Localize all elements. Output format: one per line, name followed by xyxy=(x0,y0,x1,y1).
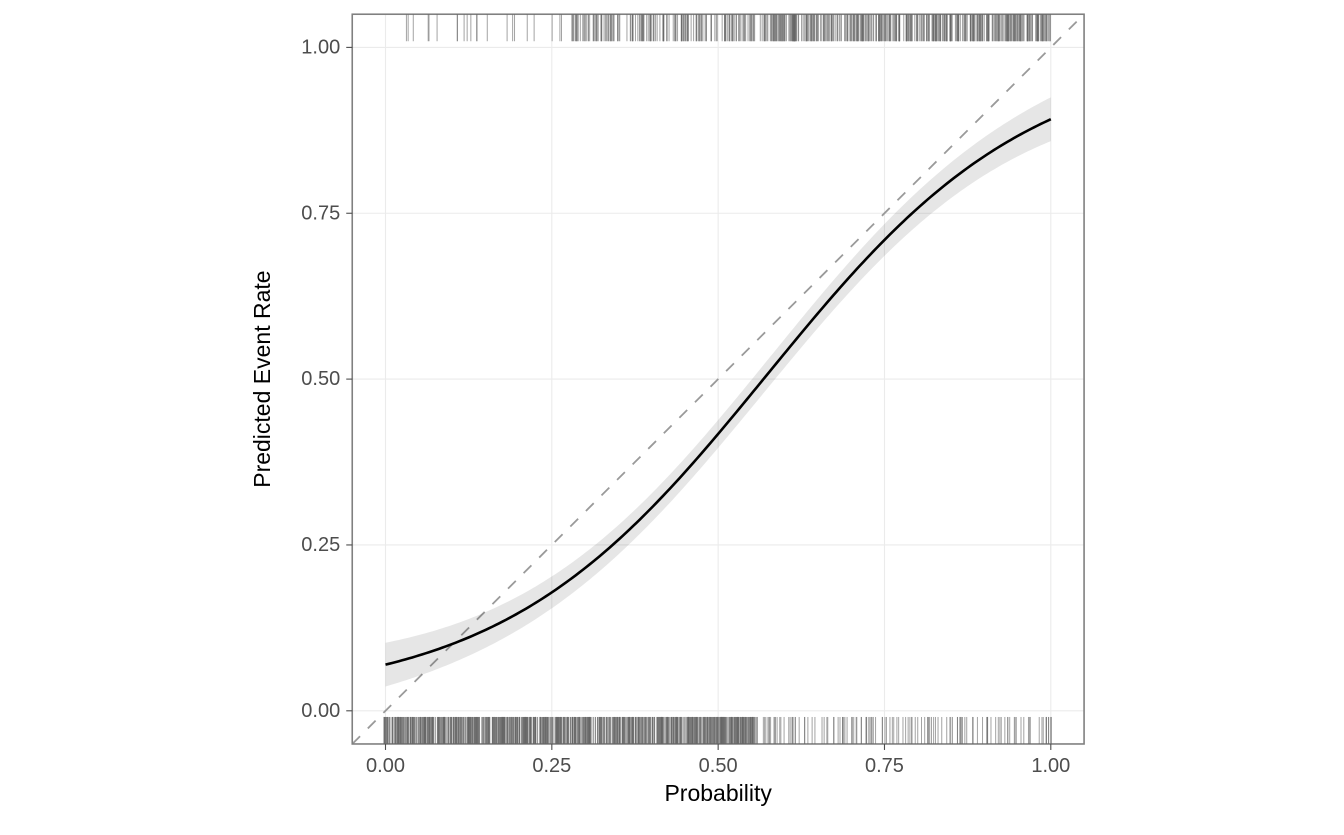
svg-text:1.00: 1.00 xyxy=(1031,755,1070,777)
svg-text:0.50: 0.50 xyxy=(301,368,340,390)
svg-text:0.75: 0.75 xyxy=(865,755,904,777)
svg-text:0.25: 0.25 xyxy=(301,534,340,556)
svg-text:0.00: 0.00 xyxy=(366,755,405,777)
svg-text:0.50: 0.50 xyxy=(699,755,738,777)
svg-text:0.25: 0.25 xyxy=(532,755,571,777)
svg-text:Probability: Probability xyxy=(664,780,772,806)
svg-text:1.00: 1.00 xyxy=(301,36,340,58)
svg-text:0.00: 0.00 xyxy=(301,700,340,722)
svg-text:0.75: 0.75 xyxy=(301,202,340,224)
svg-text:Predicted Event Rate: Predicted Event Rate xyxy=(249,270,275,487)
